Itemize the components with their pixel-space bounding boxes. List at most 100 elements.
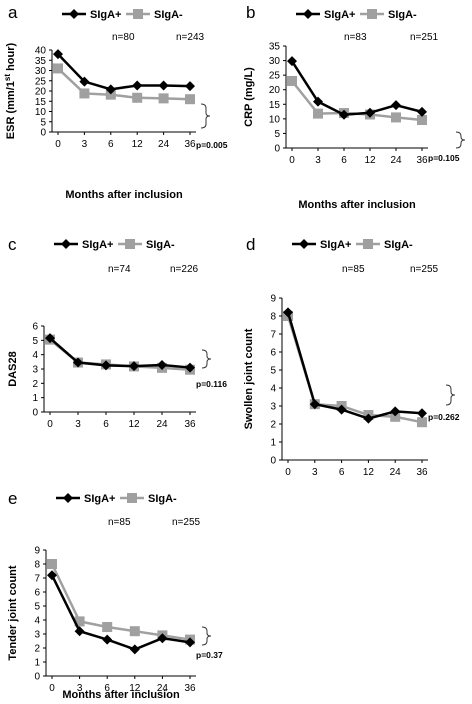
- data-point-diamond: [158, 80, 169, 91]
- legend-label: SIgA-: [146, 239, 175, 251]
- x-tick-label: 24: [156, 419, 168, 430]
- y-tick-label: 8: [270, 312, 276, 323]
- legend-marker-square: [133, 9, 143, 19]
- y-tick-label: 1: [270, 438, 276, 449]
- data-point-diamond: [105, 84, 116, 95]
- panel-label: e: [8, 489, 17, 508]
- p-value: p=0.005: [196, 140, 228, 150]
- x-tick-label: 36: [416, 155, 428, 166]
- data-point-diamond: [157, 359, 167, 370]
- p-value: p=0.262: [428, 412, 460, 422]
- x-tick-label: 24: [157, 683, 169, 694]
- data-point-diamond: [363, 413, 374, 424]
- legend-marker-diamond: [69, 9, 79, 19]
- data-point-diamond: [45, 333, 55, 344]
- data-point-diamond: [336, 404, 347, 415]
- y-tick-label: 7: [34, 574, 40, 585]
- x-tick-label: 12: [363, 467, 375, 478]
- significance-bracket: [200, 103, 211, 129]
- y-tick-label: 35: [35, 56, 47, 67]
- data-point-diamond: [74, 626, 85, 637]
- x-tick-label: 3: [82, 139, 88, 150]
- y-tick-label: 0: [270, 456, 276, 467]
- series-line-sigA-pos: [57, 53, 191, 91]
- y-tick-label: 9: [270, 294, 276, 305]
- n-count: n=243: [176, 32, 205, 43]
- x-tick-label: 0: [285, 467, 291, 478]
- data-point-square: [391, 112, 401, 123]
- legend-label: SIgA+: [82, 239, 113, 251]
- x-tick-label: 3: [312, 467, 318, 478]
- n-count: n=85: [108, 517, 131, 528]
- y-tick-label: 1: [34, 658, 40, 669]
- data-point-square: [74, 616, 85, 627]
- y-tick-label: 6: [34, 588, 40, 599]
- y-axis-label: ESR (mm/1st hour): [3, 42, 17, 139]
- significance-bracket: [201, 349, 212, 369]
- data-point-square: [102, 622, 113, 632]
- data-point-diamond: [47, 570, 57, 581]
- legend-label: SIgA-: [384, 239, 413, 251]
- data-point-square: [417, 115, 427, 126]
- data-point-square: [313, 108, 323, 119]
- x-tick-label: 12: [129, 683, 141, 694]
- legend-marker-diamond: [303, 9, 313, 19]
- data-point-square: [158, 93, 169, 104]
- y-tick-label: 3: [32, 365, 38, 376]
- x-tick-label: 12: [132, 139, 144, 150]
- y-tick-label: 2: [270, 420, 276, 431]
- significance-bracket: [201, 626, 212, 646]
- n-count: n=251: [410, 32, 439, 43]
- n-count: n=85: [342, 264, 365, 275]
- data-point-diamond: [157, 633, 168, 644]
- series-line-sigA-pos: [49, 337, 191, 369]
- x-axis-label: Months after inclusion: [298, 199, 416, 211]
- data-point-square: [132, 92, 143, 103]
- legend-marker-diamond: [63, 493, 73, 503]
- x-tick-label: 36: [184, 683, 196, 694]
- panel-label: c: [8, 235, 17, 254]
- n-count: n=74: [108, 264, 131, 275]
- y-tick-label: 2: [32, 379, 38, 390]
- data-point-diamond: [313, 96, 323, 107]
- y-tick-label: 0: [32, 408, 38, 419]
- y-tick-label: 15: [269, 100, 281, 111]
- x-tick-label: 6: [103, 419, 109, 430]
- data-point-diamond: [185, 362, 195, 373]
- y-tick-label: 15: [35, 97, 47, 108]
- n-count: n=80: [112, 32, 135, 43]
- x-tick-label: 12: [128, 419, 140, 430]
- y-tick-label: 6: [32, 322, 38, 333]
- x-tick-label: 3: [75, 419, 81, 430]
- data-point-diamond: [390, 406, 401, 417]
- y-tick-label: 5: [32, 336, 38, 347]
- data-point-diamond: [185, 637, 195, 648]
- p-value: p=0.105: [428, 153, 460, 163]
- y-axis-label: DAS28: [7, 351, 19, 386]
- x-tick-label: 36: [416, 467, 428, 478]
- series-line-sigA-pos: [290, 60, 423, 117]
- panel-label: d: [246, 235, 255, 254]
- x-tick-label: 6: [341, 155, 347, 166]
- y-tick-label: 3: [270, 402, 276, 413]
- y-tick-label: 2: [34, 644, 40, 655]
- y-tick-label: 5: [40, 117, 46, 128]
- data-point-diamond: [417, 408, 427, 419]
- legend-label: SIgA-: [388, 9, 417, 21]
- x-tick-label: 24: [158, 139, 170, 150]
- data-point-diamond: [79, 76, 90, 87]
- x-tick-label: 6: [339, 467, 345, 478]
- legend-marker-square: [127, 493, 137, 503]
- legend-label: SIgA+: [84, 493, 115, 505]
- series-line-sigA-pos: [286, 312, 423, 420]
- series-line-sigA-neg: [50, 563, 191, 641]
- y-tick-label: 30: [269, 56, 281, 67]
- x-axis-label: Months after inclusion: [62, 689, 180, 701]
- significance-bracket: [445, 384, 456, 406]
- y-tick-label: 6: [270, 348, 276, 359]
- x-tick-label: 36: [184, 419, 196, 430]
- y-tick-label: 7: [270, 330, 276, 341]
